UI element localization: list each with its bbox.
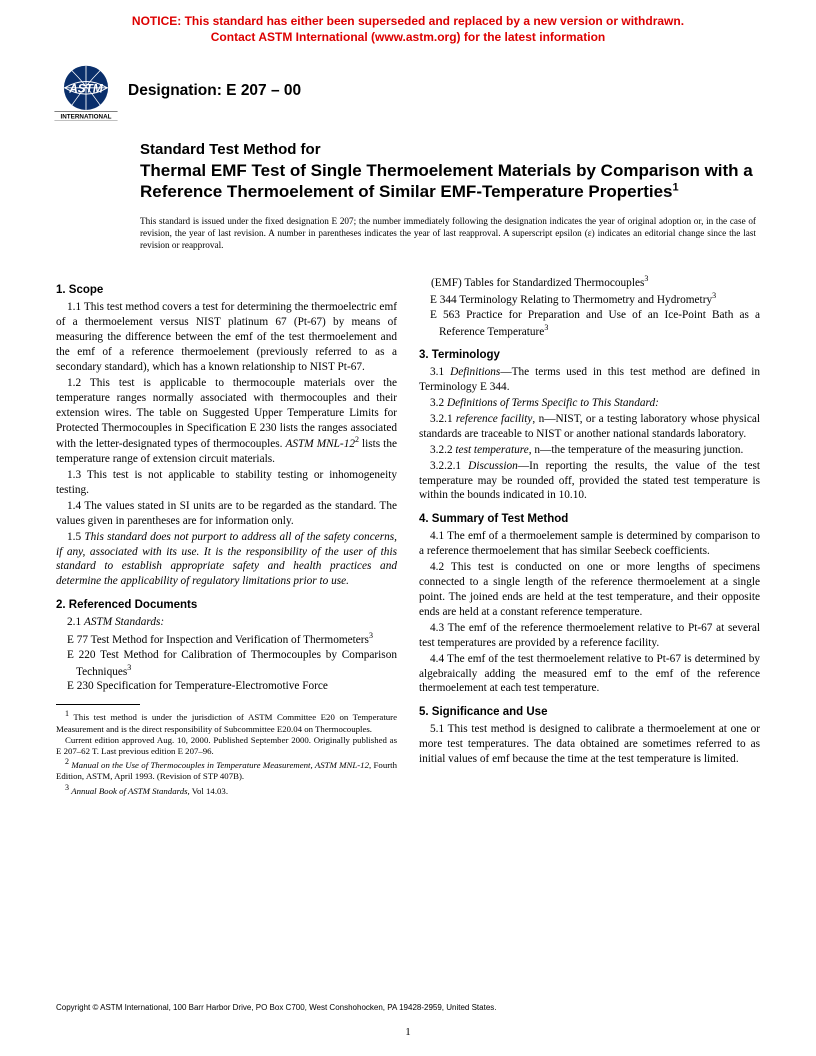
section-1-head: 1. Scope <box>56 284 397 296</box>
svg-text:ASTM: ASTM <box>68 82 104 96</box>
para-1-2: 1.2 This test is applicable to thermocou… <box>56 376 397 467</box>
para-5-1: 5.1 This test method is designed to cali… <box>419 722 760 767</box>
footnote-3: 3 Annual Book of ASTM Standards, Vol 14.… <box>56 783 397 797</box>
para-2-1: 2.1 ASTM Standards: <box>56 615 397 630</box>
supersession-notice: NOTICE: This standard has either been su… <box>0 0 816 51</box>
header: ASTM INTERNATIONAL Designation: E 207 – … <box>0 51 816 121</box>
right-column: (EMF) Tables for Standardized Thermocoup… <box>419 274 760 797</box>
issuance-note: This standard is issued under the fixed … <box>0 202 816 252</box>
astm-logo: ASTM INTERNATIONAL <box>54 61 118 121</box>
para-3-2: 3.2 Definitions of Terms Specific to Thi… <box>419 396 760 411</box>
para-3-1: 3.1 Definitions—The terms used in this t… <box>419 365 760 395</box>
para-1-4: 1.4 The values stated in SI units are to… <box>56 499 397 529</box>
ref-e230-b: (EMF) Tables for Standardized Thermocoup… <box>419 274 760 291</box>
para-3-2-2-1: 3.2.2.1 Discussion—In reporting the resu… <box>419 459 760 504</box>
para-3-2-2: 3.2.2 test temperature, n—the temperatur… <box>419 443 760 458</box>
footnote-1: 1 This test method is under the jurisdic… <box>56 709 397 734</box>
para-1-3: 1.3 This test is not applicable to stabi… <box>56 468 397 498</box>
ref-e77: E 77 Test Method for Inspection and Veri… <box>56 631 397 648</box>
copyright: Copyright © ASTM International, 100 Barr… <box>56 1003 760 1012</box>
left-column: 1. Scope 1.1 This test method covers a t… <box>56 274 397 797</box>
para-4-3: 4.3 The emf of the reference thermoeleme… <box>419 621 760 651</box>
section-5-head: 5. Significance and Use <box>419 706 760 718</box>
title-main: Thermal EMF Test of Single Thermoelement… <box>140 160 756 203</box>
designation: Designation: E 207 – 00 <box>128 82 301 100</box>
title-prefix: Standard Test Method for <box>140 141 756 160</box>
ref-e230-a: E 230 Specification for Temperature-Elec… <box>56 679 397 694</box>
ref-e563: E 563 Practice for Preparation and Use o… <box>419 308 760 340</box>
footnote-1b: Current edition approved Aug. 10, 2000. … <box>56 735 397 758</box>
para-4-1: 4.1 The emf of a thermoelement sample is… <box>419 529 760 559</box>
notice-line2: Contact ASTM International (www.astm.org… <box>211 30 605 44</box>
section-4-head: 4. Summary of Test Method <box>419 513 760 525</box>
para-3-2-1: 3.2.1 reference facility, n—NIST, or a t… <box>419 412 760 442</box>
section-2-head: 2. Referenced Documents <box>56 599 397 611</box>
ref-e220: E 220 Test Method for Calibration of The… <box>56 648 397 680</box>
para-1-1: 1.1 This test method covers a test for d… <box>56 300 397 375</box>
body-columns: 1. Scope 1.1 This test method covers a t… <box>0 252 816 797</box>
footnote-divider <box>56 704 140 705</box>
page-number: 1 <box>0 1026 816 1038</box>
para-4-4: 4.4 The emf of the test thermoelement re… <box>419 652 760 697</box>
para-1-5: 1.5 This standard does not purport to ad… <box>56 530 397 590</box>
notice-line1: NOTICE: This standard has either been su… <box>132 14 684 28</box>
ref-e344: E 344 Terminology Relating to Thermometr… <box>419 291 760 308</box>
para-4-2: 4.2 This test is conducted on one or mor… <box>419 560 760 620</box>
section-3-head: 3. Terminology <box>419 349 760 361</box>
title-block: Standard Test Method for Thermal EMF Tes… <box>0 121 816 202</box>
footnote-2: 2 Manual on the Use of Thermocouples in … <box>56 757 397 782</box>
svg-text:INTERNATIONAL: INTERNATIONAL <box>61 114 112 121</box>
